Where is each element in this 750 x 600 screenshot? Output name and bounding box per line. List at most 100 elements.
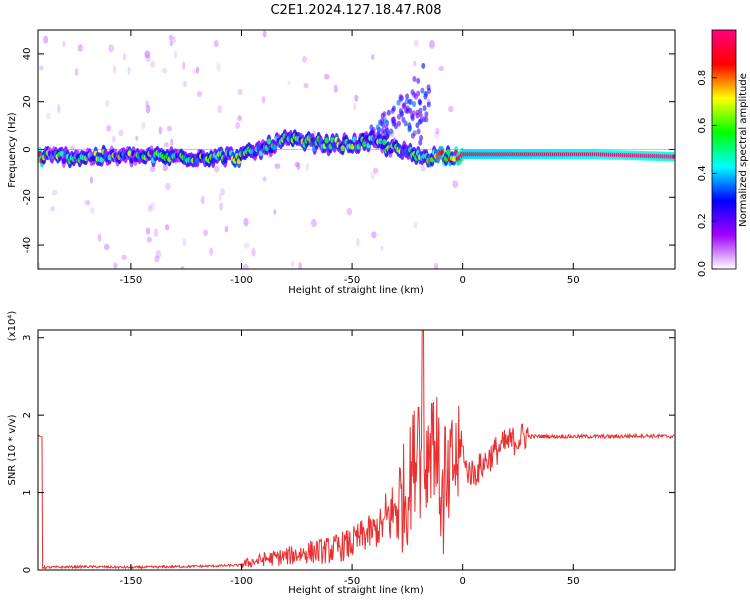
spectral-streak	[421, 62, 426, 69]
colorbar-ticks: 0.0 0.2 0.4 0.6 0.8	[697, 70, 717, 277]
spectral-speckle	[123, 53, 127, 61]
spectral-speckle	[434, 262, 439, 269]
x-tick-label: -150	[120, 275, 143, 286]
x-tick-label: 0	[459, 275, 465, 286]
spectral-speckle	[89, 176, 94, 184]
spectral-speckle	[121, 254, 127, 261]
spectral-streak	[422, 105, 427, 112]
x-tick-label: -50	[344, 576, 360, 587]
spectral-speckle	[290, 261, 295, 267]
spectral-speckle	[243, 242, 250, 249]
spectral-speckle	[162, 67, 168, 74]
spectral-speckle	[155, 249, 162, 259]
spectral-speckle	[224, 225, 229, 233]
x-tick-label: -150	[120, 576, 143, 587]
y-tick-label: 0	[22, 567, 33, 573]
spectral-speckle	[413, 39, 419, 47]
y-tick-label: 40	[22, 48, 33, 61]
spectral-speckle	[162, 164, 169, 172]
spectral-speckle	[77, 44, 83, 52]
spectral-speckle	[112, 65, 117, 74]
spectral-streak	[417, 118, 422, 125]
spectral-speckle	[104, 100, 110, 107]
spectral-speckle	[182, 61, 186, 70]
spectral-speckle	[150, 165, 156, 173]
spectral-speckle	[242, 263, 249, 269]
spectral-streak	[416, 77, 421, 84]
spectral-streak	[426, 101, 431, 108]
x-tick-label: -50	[344, 275, 360, 286]
y-tick-label: 20	[22, 95, 33, 108]
spectral-streak	[386, 109, 391, 116]
colorbar-tick-label: 0.8	[697, 70, 708, 86]
spectral-streak	[410, 112, 415, 119]
snr-ylabel: SNR (10 * v/v)	[7, 414, 18, 485]
spectral-core	[671, 154, 675, 159]
spectral-speckle	[219, 202, 223, 211]
spectral-speckle	[294, 161, 300, 168]
spectral-speckle	[38, 262, 41, 269]
spectral-core	[266, 138, 272, 145]
spectral-speckle	[452, 180, 459, 188]
spectral-speckle	[135, 135, 139, 141]
spectral-speckle	[165, 182, 171, 191]
spectral-streak	[391, 105, 396, 112]
spectral-speckle	[50, 206, 56, 212]
spectral-streak	[416, 128, 421, 135]
spectral-speckle	[166, 125, 172, 132]
spectral-streak	[392, 119, 397, 126]
spectral-speckle	[118, 129, 124, 137]
spectral-speckle	[353, 102, 357, 111]
x-tick-label: 50	[567, 576, 580, 587]
spectral-streak	[426, 84, 431, 91]
spectral-core	[324, 137, 329, 144]
spectral-speckle	[90, 207, 95, 214]
spectral-speckle	[45, 112, 51, 120]
spectral-streak	[418, 112, 423, 119]
snr-y-ticks: 0 1 2 3	[22, 335, 675, 573]
spectral-speckle	[164, 224, 170, 231]
spectral-speckle	[145, 53, 151, 62]
spectral-speckle	[147, 204, 153, 212]
snr-series-line	[38, 330, 675, 570]
spectral-streak	[418, 139, 423, 146]
spectral-streak	[375, 124, 380, 131]
colorbar-tick-label: 0.0	[697, 261, 708, 277]
colorbar: 0.0 0.2 0.4 0.6 0.8 Normalized spectral ampl…	[697, 29, 749, 277]
spectral-speckle	[273, 209, 277, 215]
spectral-speckle	[97, 233, 102, 242]
snr-panel: -150 -100 -50 0 50 0 1 2 3 Height of straight l…	[7, 311, 676, 596]
snr-x-ticks: -150 -100 -50 0 50	[120, 330, 580, 587]
spectral-speckle	[262, 176, 267, 182]
spectral-speckle	[111, 135, 116, 143]
spectral-speckle	[262, 30, 267, 38]
spectral-speckle	[310, 218, 317, 228]
spectral-speckle	[69, 145, 75, 152]
spectrogram-xlabel: Height of straight line (km)	[288, 285, 424, 296]
spectral-streak	[424, 111, 429, 118]
spectral-speckle	[200, 195, 205, 205]
spectral-speckle	[183, 80, 187, 88]
spectral-streak	[407, 125, 412, 132]
spectrogram-panel: -150 -100 -50 0 50 -40 -20 0 20 40 Height of str…	[7, 29, 676, 296]
snr-frame	[37, 329, 676, 571]
spectral-speckle	[168, 34, 174, 41]
colorbar-tick-label: 0.6	[697, 118, 708, 134]
spectral-core	[382, 139, 387, 146]
spectral-speckle	[192, 68, 198, 75]
colorbar-gradient	[712, 30, 736, 269]
spectrogram-y-ticks: -40 -20 0 20 40	[22, 48, 675, 253]
spectral-speckle	[150, 202, 155, 210]
spectral-speckle	[370, 171, 375, 180]
spectral-speckle	[305, 162, 309, 172]
spectral-speckle	[74, 68, 79, 76]
spectral-speckle	[172, 36, 177, 44]
spectral-streak	[418, 107, 423, 114]
spectral-speckle	[237, 88, 243, 96]
spectral-speckle	[380, 245, 384, 251]
spectral-speckle	[153, 228, 159, 238]
spectral-speckle	[180, 265, 185, 269]
spectral-speckle	[146, 236, 152, 243]
spectral-speckle	[158, 126, 163, 135]
spectral-streak	[401, 103, 406, 110]
